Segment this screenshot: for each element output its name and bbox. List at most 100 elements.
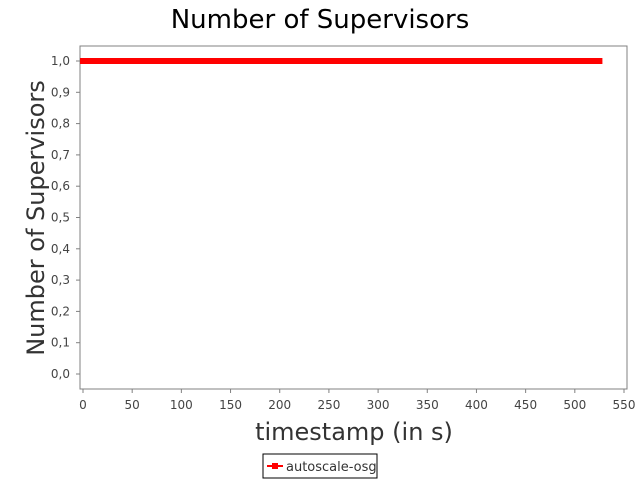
x-tick-label: 150 [219,398,242,412]
x-tick-label: 200 [268,398,291,412]
data-point [355,58,362,64]
data-point [291,58,298,64]
legend-marker-swatch [272,463,278,469]
data-point [527,58,534,64]
y-tick-label: 0,4 [51,242,70,256]
data-point [94,58,101,64]
y-tick-label: 0,1 [51,336,70,350]
data-point [365,58,372,64]
data-point [576,58,583,64]
data-point [522,58,529,64]
data-point [542,58,549,64]
y-tick-label: 0,7 [51,148,70,162]
data-point [281,58,288,64]
data-point [473,58,480,64]
data-point [119,58,126,64]
data-point [227,58,234,64]
data-point [153,58,160,64]
series-layer [80,58,603,64]
data-point [537,58,544,64]
data-point [552,58,559,64]
y-tick-label: 0,3 [51,273,70,287]
data-point [463,58,470,64]
data-point [399,58,406,64]
x-tick-label: 50 [125,398,140,412]
data-point [468,58,475,64]
data-point [498,58,505,64]
y-tick-label: 0,8 [51,117,70,131]
data-point [143,58,150,64]
data-point [158,58,165,64]
data-point [335,58,342,64]
data-point [148,58,155,64]
x-tick-label: 100 [170,398,193,412]
data-point [380,58,387,64]
data-point [591,58,598,64]
data-point [320,58,327,64]
data-point [183,58,190,64]
y-axis: 0,0 0,1 0,2 0,3 0,4 0,5 0,6 0,7 0,8 0,9 1,0 [51,54,80,381]
data-point [389,58,396,64]
data-point [448,58,455,64]
chart-title: Number of Supervisors [171,5,470,35]
data-point [512,58,519,64]
data-point [266,58,273,64]
data-point [370,58,377,64]
data-point [257,58,264,64]
data-point [330,58,337,64]
data-point [242,58,249,64]
x-tick-label: 550 [613,398,636,412]
data-point [276,58,283,64]
data-point [443,58,450,64]
data-point [168,58,175,64]
y-tick-label: 0,2 [51,304,70,318]
data-point [261,58,268,64]
data-point [271,58,278,64]
y-tick-label: 0,6 [51,179,70,193]
data-point [173,58,180,64]
data-point [311,58,318,64]
data-point [124,58,131,64]
x-tick-label: 300 [367,398,390,412]
y-tick-label: 0,9 [51,85,70,99]
data-point [360,58,367,64]
data-point [163,58,170,64]
x-tick-label: 350 [416,398,439,412]
data-point [193,58,200,64]
data-point [409,58,416,64]
data-point [429,58,436,64]
data-point [114,58,121,64]
data-point [404,58,411,64]
y-tick-label: 0,0 [51,367,70,381]
data-point [217,58,224,64]
x-tick-label: 400 [465,398,488,412]
plot-area [79,45,628,390]
data-point [296,58,303,64]
data-point [325,58,332,64]
data-point [384,58,391,64]
legend[interactable]: autoscale-osg [262,453,378,479]
data-point [198,58,205,64]
data-point [586,58,593,64]
data-point [488,58,495,64]
x-tick-label: 500 [563,398,586,412]
data-point [458,58,465,64]
data-point [375,58,382,64]
data-point [547,58,554,64]
data-point [237,58,244,64]
data-point [502,58,509,64]
data-point [414,58,421,64]
data-point [247,58,254,64]
data-point [207,58,214,64]
data-point [557,58,564,64]
data-point [439,58,446,64]
data-point [517,58,524,64]
x-tick-label: 0 [79,398,87,412]
data-point [507,58,514,64]
data-point [596,58,603,64]
y-tick-label: 1,0 [51,54,70,68]
legend-entry-autoscale-osg: autoscale-osg [286,460,377,475]
data-point [89,58,96,64]
x-tick-label: 450 [514,398,537,412]
data-point [453,58,460,64]
